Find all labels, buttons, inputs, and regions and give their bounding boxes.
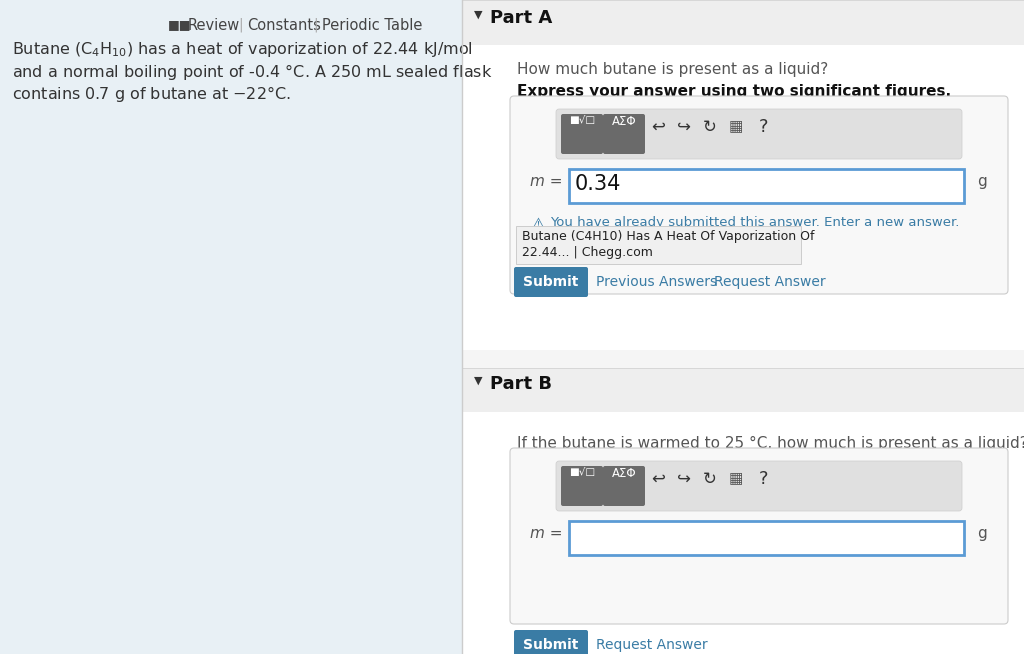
FancyBboxPatch shape: [462, 368, 1024, 388]
Text: Request Answer: Request Answer: [596, 638, 708, 652]
FancyBboxPatch shape: [603, 466, 645, 506]
Text: ?: ?: [759, 470, 768, 488]
FancyBboxPatch shape: [510, 448, 1008, 624]
Text: How much butane is present as a liquid?: How much butane is present as a liquid?: [517, 62, 828, 77]
Text: |: |: [313, 18, 317, 33]
Text: ■√□: ■√□: [569, 115, 595, 125]
Text: ↪: ↪: [677, 470, 691, 488]
Text: ↩: ↩: [651, 118, 665, 136]
Text: m =: m =: [530, 526, 562, 541]
Text: ⚠: ⚠: [530, 216, 545, 234]
Text: Part A: Part A: [490, 9, 552, 27]
Text: ▼: ▼: [474, 376, 482, 386]
Text: Submit: Submit: [523, 638, 579, 652]
Text: Submit: Submit: [523, 275, 579, 289]
Text: Express your answer using two significant figures.: Express your answer using two significan…: [517, 84, 951, 99]
Text: g: g: [977, 174, 987, 189]
Text: |: |: [238, 18, 243, 33]
Text: ▼: ▼: [474, 10, 482, 20]
FancyBboxPatch shape: [569, 169, 964, 203]
Text: No credit lost. Try again.: No credit lost. Try again.: [550, 232, 712, 245]
Text: ↻: ↻: [703, 470, 717, 488]
FancyBboxPatch shape: [603, 114, 645, 154]
Text: m =: m =: [530, 174, 562, 189]
FancyBboxPatch shape: [561, 466, 603, 506]
Text: g: g: [977, 526, 987, 541]
Text: contains 0.7 g of butane at $-$22$\degree$C.: contains 0.7 g of butane at $-$22$\degre…: [12, 84, 291, 104]
Text: You have already submitted this answer. Enter a new answer.: You have already submitted this answer. …: [550, 216, 959, 229]
FancyBboxPatch shape: [556, 109, 962, 159]
Text: ■■: ■■: [168, 18, 191, 31]
FancyBboxPatch shape: [514, 630, 588, 654]
FancyBboxPatch shape: [569, 521, 964, 555]
FancyBboxPatch shape: [462, 412, 1024, 654]
Text: Periodic Table: Periodic Table: [322, 18, 422, 33]
FancyBboxPatch shape: [462, 0, 1024, 654]
Text: 0.34: 0.34: [575, 174, 622, 194]
Text: ▦: ▦: [729, 119, 743, 134]
Text: Previous Answers: Previous Answers: [596, 275, 717, 289]
FancyBboxPatch shape: [462, 368, 1024, 412]
Text: ΑΣΦ: ΑΣΦ: [611, 467, 636, 480]
Text: ΑΣΦ: ΑΣΦ: [611, 115, 636, 128]
Text: ↩: ↩: [651, 470, 665, 488]
Text: 22.44... | Chegg.com: 22.44... | Chegg.com: [522, 246, 653, 259]
Text: If the butane is warmed to 25 °C, how much is present as a liquid?: If the butane is warmed to 25 °C, how mu…: [517, 436, 1024, 451]
Text: Request Answer: Request Answer: [714, 275, 825, 289]
Text: Butane (C4H10) Has A Heat Of Vaporization Of: Butane (C4H10) Has A Heat Of Vaporizatio…: [522, 230, 814, 243]
Text: ?: ?: [759, 118, 768, 136]
Text: ↪: ↪: [677, 118, 691, 136]
FancyBboxPatch shape: [514, 267, 588, 297]
Text: ▦: ▦: [729, 471, 743, 486]
FancyBboxPatch shape: [561, 114, 603, 154]
FancyBboxPatch shape: [556, 461, 962, 511]
FancyBboxPatch shape: [510, 96, 1008, 294]
Text: and a normal boiling point of -0.4 $\degree$C. A 250 mL sealed flask: and a normal boiling point of -0.4 $\deg…: [12, 62, 493, 82]
FancyBboxPatch shape: [0, 0, 462, 654]
FancyBboxPatch shape: [462, 45, 1024, 350]
Text: Part B: Part B: [490, 375, 552, 393]
Text: Butane ($\mathregular{C_4H_{10}}$) has a heat of vaporization of 22.44 kJ/mol: Butane ($\mathregular{C_4H_{10}}$) has a…: [12, 40, 473, 59]
Text: ■√□: ■√□: [569, 467, 595, 477]
Text: Review: Review: [188, 18, 241, 33]
FancyBboxPatch shape: [462, 0, 1024, 45]
Text: Constants: Constants: [247, 18, 321, 33]
FancyBboxPatch shape: [516, 226, 801, 264]
Text: ↻: ↻: [703, 118, 717, 136]
